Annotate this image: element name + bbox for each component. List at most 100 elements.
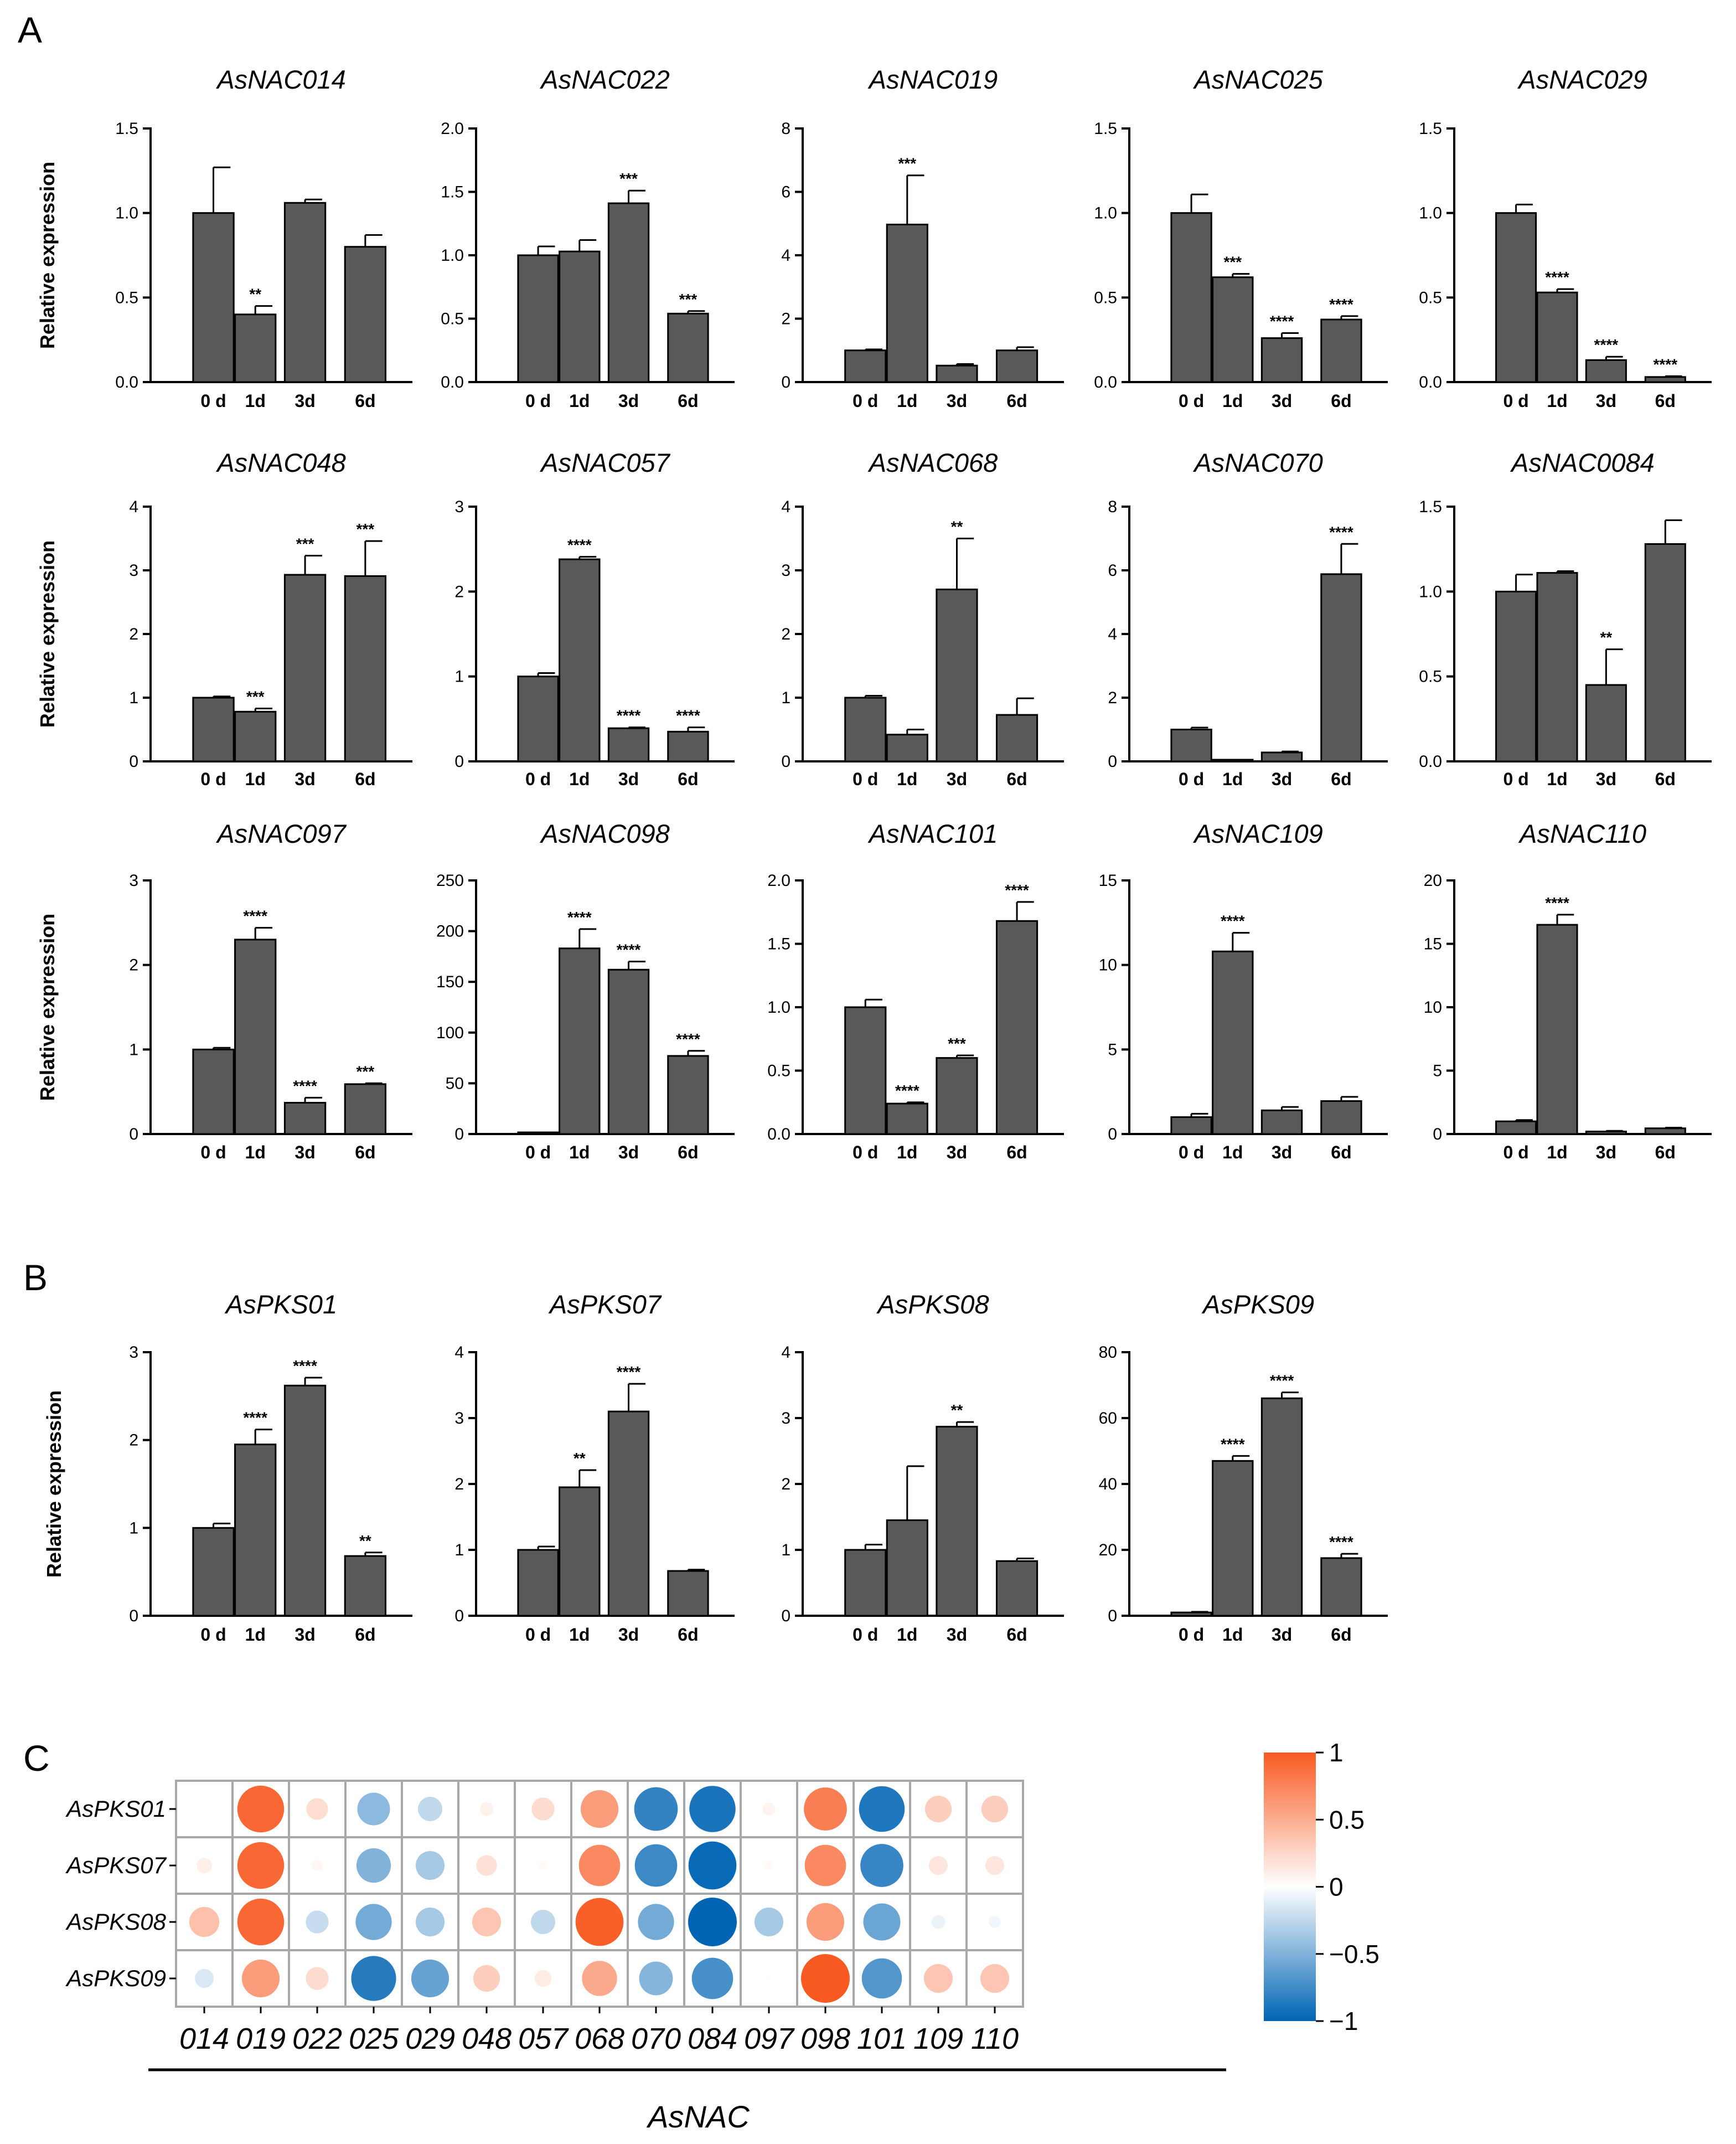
x-tick-label: 6d	[355, 769, 375, 789]
correlation-dot-aspks08-070	[638, 1904, 674, 1940]
bar-chart-asnac098: AsNAC098 0 50 100 150 200 250 0 d **** 1d **** 3d **…	[436, 819, 735, 1162]
column-label: 084	[688, 2022, 737, 2055]
bar-6d	[344, 1555, 387, 1617]
x-tick-label: 1d	[1547, 1142, 1567, 1162]
bar-0d	[1495, 212, 1537, 383]
chart-title: AsNAC025	[1192, 65, 1323, 94]
y-tick-label: 0.5	[1419, 288, 1442, 307]
chart-title: AsPKS09	[1201, 1290, 1314, 1319]
bar-0d	[844, 1006, 887, 1135]
row-label: AsPKS09	[65, 1965, 166, 1991]
y-tick-label: 0.0	[441, 373, 464, 391]
x-tick-label: 3d	[618, 1625, 639, 1645]
x-tick-label: 0 d	[1503, 1142, 1528, 1162]
y-tick-label: 3	[781, 1409, 790, 1427]
correlation-dot-aspks08-109	[931, 1915, 946, 1929]
x-tick-label: 0 d	[200, 769, 226, 789]
x-tick-label: 1d	[1222, 391, 1243, 411]
y-tick-label: 1.0	[441, 246, 464, 265]
bar-chart-asnac109: AsNAC109 0 5 10 15 0 d **** 1d 3d 6d	[1099, 819, 1388, 1162]
bar-6d	[1320, 1100, 1362, 1135]
significance-label: ***	[356, 520, 375, 538]
significance-label: ****	[1221, 913, 1245, 930]
correlation-dot-aspks07-109	[928, 1856, 948, 1875]
correlation-dot-aspks08-097	[754, 1907, 784, 1937]
bar-6d	[667, 1055, 709, 1135]
significance-label: ****	[293, 1357, 317, 1374]
y-tick-label: 0.0	[1419, 373, 1442, 391]
y-axis-label: Relative expression	[36, 540, 59, 728]
bar-chart-asnac022: AsNAC022 0.0 0.5 1.0 1.5 2.0 0 d 1d *** 3d *** 6d	[441, 65, 735, 411]
bar-3d	[1260, 337, 1303, 383]
correlation-dot-aspks01-029	[418, 1797, 442, 1821]
x-tick-label: 0 d	[200, 1625, 226, 1645]
x-tick-label: 0 d	[852, 1142, 878, 1162]
bar-chart-aspks01: AsPKS01 Relative expression 0 1 2 3 0 d **** 1d *…	[43, 1290, 412, 1645]
bar-chart-asnac070: AsNAC070 0 2 4 6 8 0 d 1d 3d **** 6d	[1108, 448, 1388, 789]
x-tick-label: 3d	[1272, 1625, 1292, 1645]
bar-chart-aspks09: AsPKS09 0 20 40 60 80 0 d **** 1d **** 3d **** 6d	[1099, 1290, 1388, 1645]
bar-3d	[283, 1384, 327, 1617]
x-tick-label: 0 d	[525, 769, 551, 789]
significance-label: **	[1600, 629, 1612, 646]
correlation-dot-aspks01-110	[981, 1795, 1009, 1823]
y-tick-label: 1.0	[1419, 204, 1442, 223]
y-tick-label: 0	[129, 1125, 138, 1143]
correlation-dot-aspks07-068	[578, 1844, 621, 1887]
y-tick-label: 2.0	[441, 120, 464, 138]
correlation-dot-aspks08-068	[575, 1898, 624, 1946]
x-tick-label: 1d	[1222, 1142, 1243, 1162]
correlation-dot-aspks07-022	[312, 1860, 323, 1871]
x-tick-label: 0 d	[200, 1142, 226, 1162]
chart-title: AsNAC110	[1518, 819, 1646, 848]
bar-0d	[517, 1549, 559, 1617]
chart-title: AsNAC014	[215, 65, 346, 94]
column-label: 101	[857, 2022, 907, 2055]
significance-label: ****	[1270, 312, 1294, 329]
chart-title: AsNAC019	[867, 65, 998, 94]
x-tick-label: 3d	[294, 1625, 315, 1645]
bar-1d	[1536, 572, 1578, 762]
significance-label: ****	[243, 907, 267, 924]
correlation-dot-aspks08-022	[306, 1910, 329, 1934]
column-label: 068	[575, 2022, 624, 2055]
bar-3d	[283, 1102, 327, 1135]
chart-title: AsNAC068	[867, 448, 998, 477]
y-tick-label: 1	[129, 1519, 138, 1537]
correlation-dot-aspks08-110	[989, 1916, 1001, 1928]
significance-label: ***	[679, 291, 698, 308]
y-tick-label: 3	[454, 498, 464, 516]
correlation-dot-aspks07-097	[764, 1861, 773, 1870]
correlation-dot-aspks07-070	[634, 1844, 678, 1887]
y-tick-label: 4	[781, 498, 790, 516]
y-tick-label: 8	[1108, 498, 1117, 516]
bar-0d	[1170, 729, 1212, 762]
x-tick-label: 6d	[355, 1142, 375, 1162]
bar-0d	[192, 697, 235, 762]
bar-chart-asnac057: AsNAC057 0 1 2 3 0 d **** 1d **** 3d **** 6d	[454, 448, 735, 789]
significance-label: ****	[1654, 355, 1678, 373]
y-tick-label: 250	[436, 872, 464, 890]
correlation-dot-aspks01-070	[634, 1787, 678, 1831]
chart-title: AsNAC070	[1192, 448, 1323, 477]
bar-6d	[344, 575, 387, 762]
correlation-dot-aspks09-084	[691, 1957, 733, 1999]
x-tick-label: 0 d	[200, 391, 226, 411]
bar-3d	[1260, 1397, 1303, 1617]
y-tick-label: 3	[781, 561, 790, 580]
bar-6d	[344, 246, 387, 383]
significance-label: ****	[676, 1030, 700, 1048]
bar-1d	[234, 710, 277, 762]
x-tick-label: 6d	[1655, 391, 1676, 411]
y-tick-label: 2	[454, 1475, 464, 1493]
correlation-dot-aspks09-014	[194, 1968, 214, 1988]
significance-label: ****	[243, 1409, 267, 1426]
y-tick-label: 1	[454, 1541, 464, 1559]
colorbar-tick-label: 0.5	[1329, 1805, 1365, 1834]
x-tick-label: 0 d	[852, 391, 878, 411]
significance-label: ****	[1221, 1435, 1245, 1452]
correlation-dot-aspks07-101	[860, 1844, 903, 1887]
y-tick-label: 1	[129, 689, 138, 707]
correlation-dot-aspks01-068	[580, 1790, 619, 1828]
bar-1d	[234, 939, 277, 1135]
